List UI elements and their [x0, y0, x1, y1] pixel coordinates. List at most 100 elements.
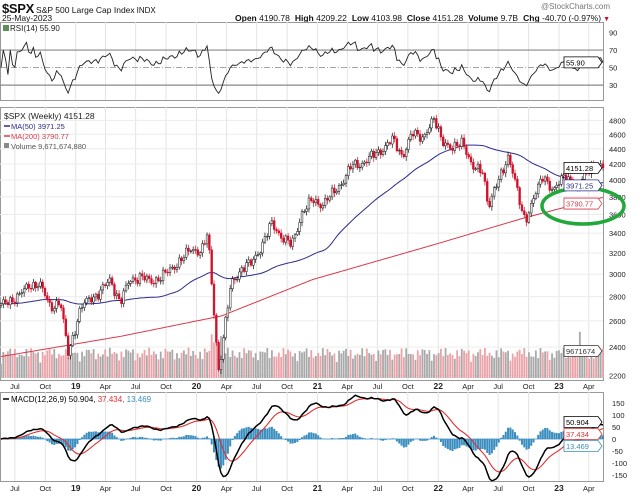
candle [252, 258, 255, 266]
macd-histogram-bar [537, 434, 540, 440]
rsi-axis-label: 30 [609, 81, 617, 90]
volume-bar [243, 348, 246, 378]
x-tick-label: Oct [160, 382, 173, 391]
candle [282, 238, 285, 243]
candle [319, 204, 322, 209]
macd-histogram-bar [435, 437, 438, 440]
macd-histogram-bar [180, 436, 183, 440]
macd-histogram-bar [245, 427, 248, 440]
macd-histogram-bar [500, 437, 503, 440]
x-tick-label: Apr [583, 484, 595, 493]
volume-bar [347, 355, 350, 378]
macd-histogram-bar [291, 439, 294, 444]
ma50-legend: MA(50) 3971.25 [11, 122, 65, 131]
rsi-value-label-box [563, 56, 603, 69]
volume-bar [372, 353, 375, 378]
macd-histogram-bar [23, 436, 26, 440]
volume-bar [148, 347, 151, 378]
candle [439, 126, 443, 138]
ma50-value-label: 3971.25 [566, 181, 593, 190]
volume-bar [495, 350, 498, 378]
candle [354, 159, 357, 165]
macd-histogram-bar [64, 439, 67, 448]
macd-histogram-bar [39, 436, 42, 440]
macd-histogram-bar [60, 439, 63, 444]
candle [25, 283, 28, 290]
volume-bar [287, 349, 290, 378]
x-tick-label: 19 [71, 381, 81, 391]
volume-bar [571, 355, 574, 378]
volume-bar [257, 360, 259, 378]
candle [50, 302, 54, 312]
x-tick-label: Apr [462, 382, 474, 391]
quote-value-open: 4190.78 [256, 13, 290, 23]
volume-bar [122, 357, 125, 378]
volume-bar [270, 350, 273, 378]
volume-bar [301, 352, 303, 378]
x-tick-label: Oct [39, 382, 52, 391]
price-axis-label: 4600 [609, 130, 626, 139]
macd-histogram-bar [219, 439, 222, 469]
volume-bar [558, 350, 560, 378]
candle [270, 220, 274, 224]
volume-bar [157, 359, 160, 378]
x-tick-label: Jul [131, 484, 141, 493]
macd-histogram-bar [263, 428, 266, 440]
volume-bar [178, 358, 181, 378]
volume-bar [440, 348, 442, 378]
macd-histogram-bar [129, 437, 132, 440]
candle [215, 314, 218, 343]
volume-bar [95, 359, 97, 378]
volume-bar [9, 348, 12, 378]
candle [483, 172, 487, 182]
macd-histogram-bar [48, 439, 51, 443]
volume-bar [275, 356, 278, 378]
x-tick-label: Jul [252, 382, 262, 391]
volume-bar [493, 357, 496, 378]
macd-histogram-bar [553, 432, 556, 440]
volume-bar [199, 351, 202, 378]
candle [365, 161, 368, 164]
candle [330, 187, 334, 198]
macd-histogram-bar [402, 439, 405, 448]
price-axis-label: 4000 [609, 176, 626, 185]
volume-bar [537, 358, 540, 378]
macd-histogram-bar [83, 434, 86, 440]
volume-bar [104, 349, 107, 378]
volume-bar [384, 349, 387, 378]
x-tick-label: 21 [313, 483, 323, 493]
candle [27, 283, 30, 289]
candle [532, 198, 535, 204]
price-axis-label: 4400 [609, 145, 626, 154]
volume-bar [370, 354, 373, 378]
volume-bar [525, 356, 528, 378]
volume-bar [227, 347, 229, 378]
volume-bar [169, 351, 171, 378]
candle [414, 129, 417, 137]
candle [474, 168, 477, 170]
volume-bar [180, 352, 183, 378]
candle [476, 163, 480, 170]
candle [523, 210, 526, 215]
volume-bar [296, 361, 299, 378]
candle [442, 136, 445, 146]
volume-bar [430, 360, 433, 378]
macd-histogram-bar [319, 437, 322, 440]
candle [173, 266, 176, 270]
volume-bar [92, 349, 95, 378]
volume-bar [233, 355, 236, 378]
macd-histogram-bar [507, 427, 510, 440]
candle [562, 174, 565, 177]
volume-bar [203, 348, 206, 378]
volume-bar [183, 350, 185, 378]
volume-bar [0, 363, 2, 378]
volume-bar [442, 356, 445, 378]
candle [402, 154, 406, 157]
candle [39, 281, 42, 287]
volume-bar [595, 350, 597, 378]
volume-bar [363, 356, 366, 378]
x-tick-label: 23 [554, 381, 564, 391]
macd-histogram-bar [463, 439, 466, 446]
histogram-value-label-box [563, 440, 603, 452]
candle [437, 126, 440, 129]
